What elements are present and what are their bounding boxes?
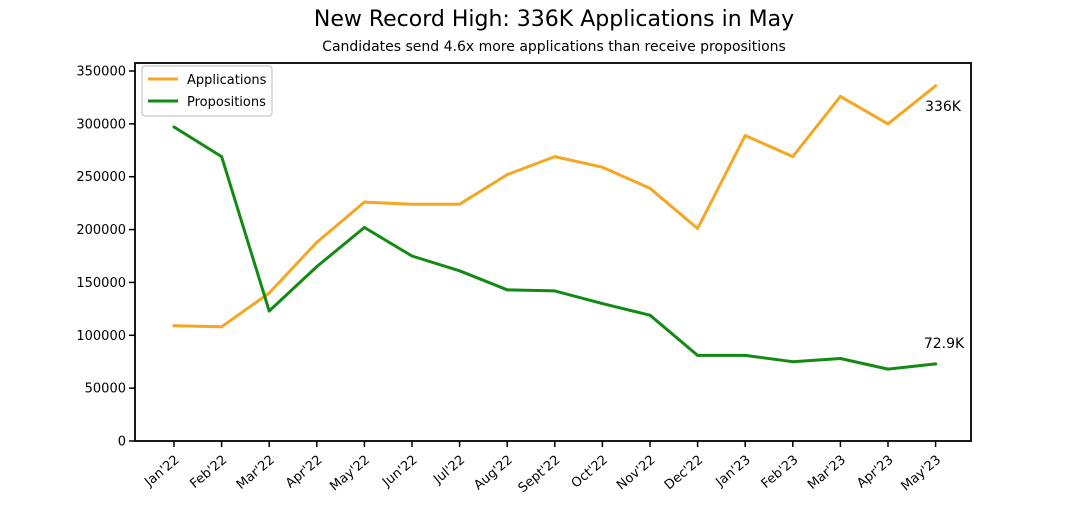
x-tick-label: Jan'22: [141, 453, 182, 491]
y-tick-label: 200000: [76, 223, 126, 238]
chart-subtitle: Candidates send 4.6x more applications t…: [322, 39, 786, 55]
data-point-propositions: [886, 367, 890, 371]
x-tick-label: May'23: [899, 453, 945, 495]
data-point-applications: [267, 291, 271, 295]
data-point-applications: [648, 186, 652, 190]
x-tick-label: Mar'23: [805, 453, 849, 493]
data-point-propositions: [315, 265, 319, 269]
x-tick-label: Jan'23: [713, 453, 754, 491]
x-tick-label: May'22: [327, 453, 373, 495]
data-point-propositions: [553, 289, 557, 293]
y-tick-label: 150000: [76, 276, 126, 291]
x-tick-label: Sept'22: [516, 453, 564, 496]
x-tick-label: Feb'23: [759, 453, 802, 492]
data-point-applications: [886, 122, 890, 126]
y-tick-label: 100000: [76, 329, 126, 344]
data-point-applications: [696, 227, 700, 231]
data-point-applications: [600, 165, 604, 169]
annotation-layer: 336K 72.9K: [924, 99, 965, 352]
data-point-applications: [838, 94, 842, 98]
x-axis: Jan'22 Feb'22 Mar'22 Apr'22 May'22 Jun'22 Jul'…: [141, 441, 944, 496]
chart-title: New Record High: 336K Applications in Ma…: [314, 7, 794, 32]
data-point-applications: [410, 202, 414, 206]
data-point-propositions: [791, 360, 795, 364]
x-tick-label: Jun'22: [379, 453, 420, 491]
y-tick-label: 0: [118, 435, 126, 450]
legend-label-applications: Applications: [187, 73, 267, 88]
data-point-applications: [172, 324, 176, 328]
data-point-applications: [220, 325, 224, 329]
data-point-applications: [315, 240, 319, 244]
y-tick-label: 350000: [76, 65, 126, 80]
data-point-propositions: [410, 254, 414, 258]
x-tick-label: Aug'22: [471, 453, 515, 494]
series-layer: [172, 84, 938, 371]
x-tick-label: Mar'22: [234, 453, 278, 493]
legend-label-propositions: Propositions: [187, 95, 266, 110]
x-tick-label: Apr'22: [283, 453, 325, 492]
x-tick-label: Jul'22: [430, 453, 468, 488]
x-tick-label: Dec'22: [662, 453, 706, 494]
data-point-applications: [362, 200, 366, 204]
y-axis: 0 50000 100000 150000 200000 250000 300000 3500…: [76, 65, 135, 450]
y-tick-label: 50000: [85, 382, 126, 397]
data-point-propositions: [934, 362, 938, 366]
data-point-propositions: [172, 125, 176, 129]
data-point-propositions: [600, 302, 604, 306]
series-line-propositions: [172, 125, 938, 371]
x-tick-label: Nov'22: [614, 453, 658, 494]
data-point-propositions: [648, 313, 652, 317]
annotation-applications-last: 336K: [925, 99, 962, 115]
annotation-propositions-last: 72.9K: [924, 336, 965, 352]
data-point-propositions: [220, 155, 224, 159]
data-point-propositions: [505, 288, 509, 292]
x-tick-label: Oct'22: [569, 453, 611, 492]
data-point-propositions: [267, 309, 271, 313]
data-point-propositions: [743, 353, 747, 357]
data-point-applications: [791, 155, 795, 159]
data-point-applications: [458, 202, 462, 206]
data-point-propositions: [696, 353, 700, 357]
y-tick-label: 300000: [76, 117, 126, 132]
y-tick-label: 250000: [76, 170, 126, 185]
data-point-propositions: [362, 225, 366, 229]
x-tick-label: Feb'22: [187, 453, 230, 492]
data-point-applications: [934, 84, 938, 88]
legend: Applications Propositions: [141, 65, 273, 117]
data-point-applications: [743, 133, 747, 137]
data-point-propositions: [838, 357, 842, 361]
plot-area-frame: [134, 62, 972, 442]
x-tick-label: Apr'23: [854, 453, 896, 492]
data-point-applications: [505, 173, 509, 177]
data-point-applications: [553, 155, 557, 159]
data-point-propositions: [458, 269, 462, 273]
